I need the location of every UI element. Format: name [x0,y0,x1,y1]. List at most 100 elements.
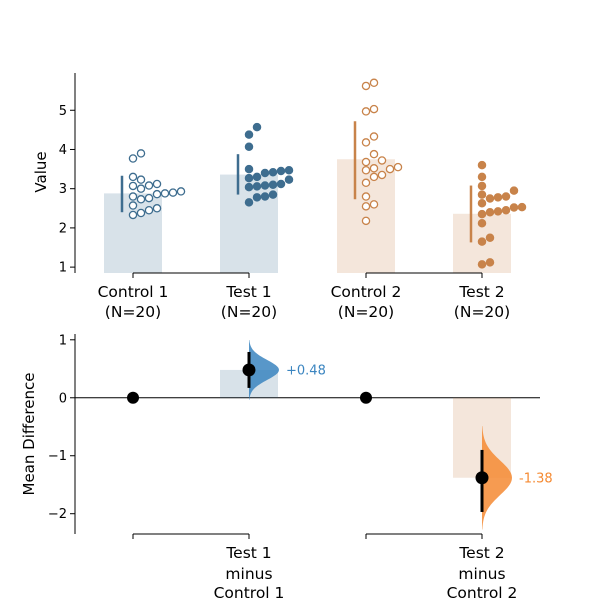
data-point [284,175,294,184]
data-point [361,166,371,175]
data-point [369,132,379,141]
data-point [361,81,371,91]
data-point [144,193,154,203]
data-point [276,166,286,176]
bar [337,159,395,273]
data-point [477,160,487,170]
data-point [252,193,262,202]
raw-data-panel: 1 2 3 4 5 Control 1 (N=20) Test 1 (N=20) Control … [59,73,527,321]
data-point [477,218,487,228]
y-tick-label: 5 [59,104,67,119]
group-label: Control 2 [331,283,402,301]
data-point [128,192,138,201]
contrast-label: Control 2 [447,584,518,600]
data-point [136,175,146,184]
data-point [361,216,371,226]
data-point [477,237,487,246]
data-point [369,104,379,114]
group-n-label: (N=20) [221,303,277,321]
data-point [128,154,138,163]
data-point [361,157,371,167]
contrast-label: Control 1 [214,584,285,600]
data-point [509,203,519,212]
contrast-label: Test 1 [225,544,271,562]
group-label: Test 2 [458,283,504,301]
mean-difference-point [242,363,256,377]
data-point [361,192,371,201]
data-point [128,181,138,191]
data-point [509,186,519,195]
data-point [268,167,278,177]
data-point [176,187,186,196]
data-point [369,164,379,173]
data-point [485,233,495,242]
y-tick-label: 4 [59,143,67,158]
data-point [244,182,254,192]
data-point [260,168,270,178]
data-point [493,193,503,202]
data-point [252,122,262,132]
data-point [260,192,270,201]
reference-point [127,391,139,404]
data-point [128,210,138,220]
mean-difference-annotation: -1.38 [519,471,553,486]
contrast-label: minus [225,565,272,583]
data-point [168,188,178,197]
y-tick-label: 0 [59,391,67,406]
contrast-label: minus [458,565,505,583]
data-point [244,173,254,183]
data-point [369,78,379,88]
data-point [136,184,146,193]
y-tick-label: −1 [48,449,67,464]
data-point [144,181,154,190]
data-point [501,192,511,201]
data-point [160,189,170,198]
data-point [361,178,371,188]
group-n-label: (N=20) [454,303,510,321]
data-point [377,170,387,180]
group-n-label: (N=20) [105,303,161,321]
data-point [244,130,254,139]
bootstrap-distribution [482,426,512,530]
data-point [361,202,371,211]
top-y-axis-label: Value [32,151,50,192]
data-point [485,194,495,203]
data-point [485,258,495,267]
y-tick-label: 1 [59,333,67,348]
data-point [128,201,138,210]
data-point [136,208,146,218]
data-point [244,142,254,151]
mean-difference-point [475,471,489,485]
data-point [393,162,403,172]
data-point [276,179,286,189]
reference-point [360,391,372,404]
data-point [477,198,487,208]
data-point [152,204,162,213]
data-point [493,207,503,216]
y-tick-label: 3 [59,182,67,197]
data-point [244,198,254,207]
bootstrap-distribution [249,339,279,400]
bottom-y-axis-label: Mean Difference [20,373,38,496]
data-point [136,195,146,204]
data-point [128,172,138,182]
data-point [477,190,487,199]
data-point [268,190,278,199]
data-point [244,164,254,174]
mean-difference-annotation: +0.48 [286,363,326,378]
data-point [485,207,495,217]
data-point [369,149,379,159]
data-point [252,172,262,182]
group-n-label: (N=20) [338,303,394,321]
y-tick-label: −2 [48,507,67,522]
data-point [477,172,487,182]
data-point [268,180,278,190]
data-point [361,138,371,147]
data-point [361,107,371,116]
data-point [385,164,395,174]
data-point [477,181,487,191]
data-point [152,179,162,189]
data-point [477,260,487,269]
